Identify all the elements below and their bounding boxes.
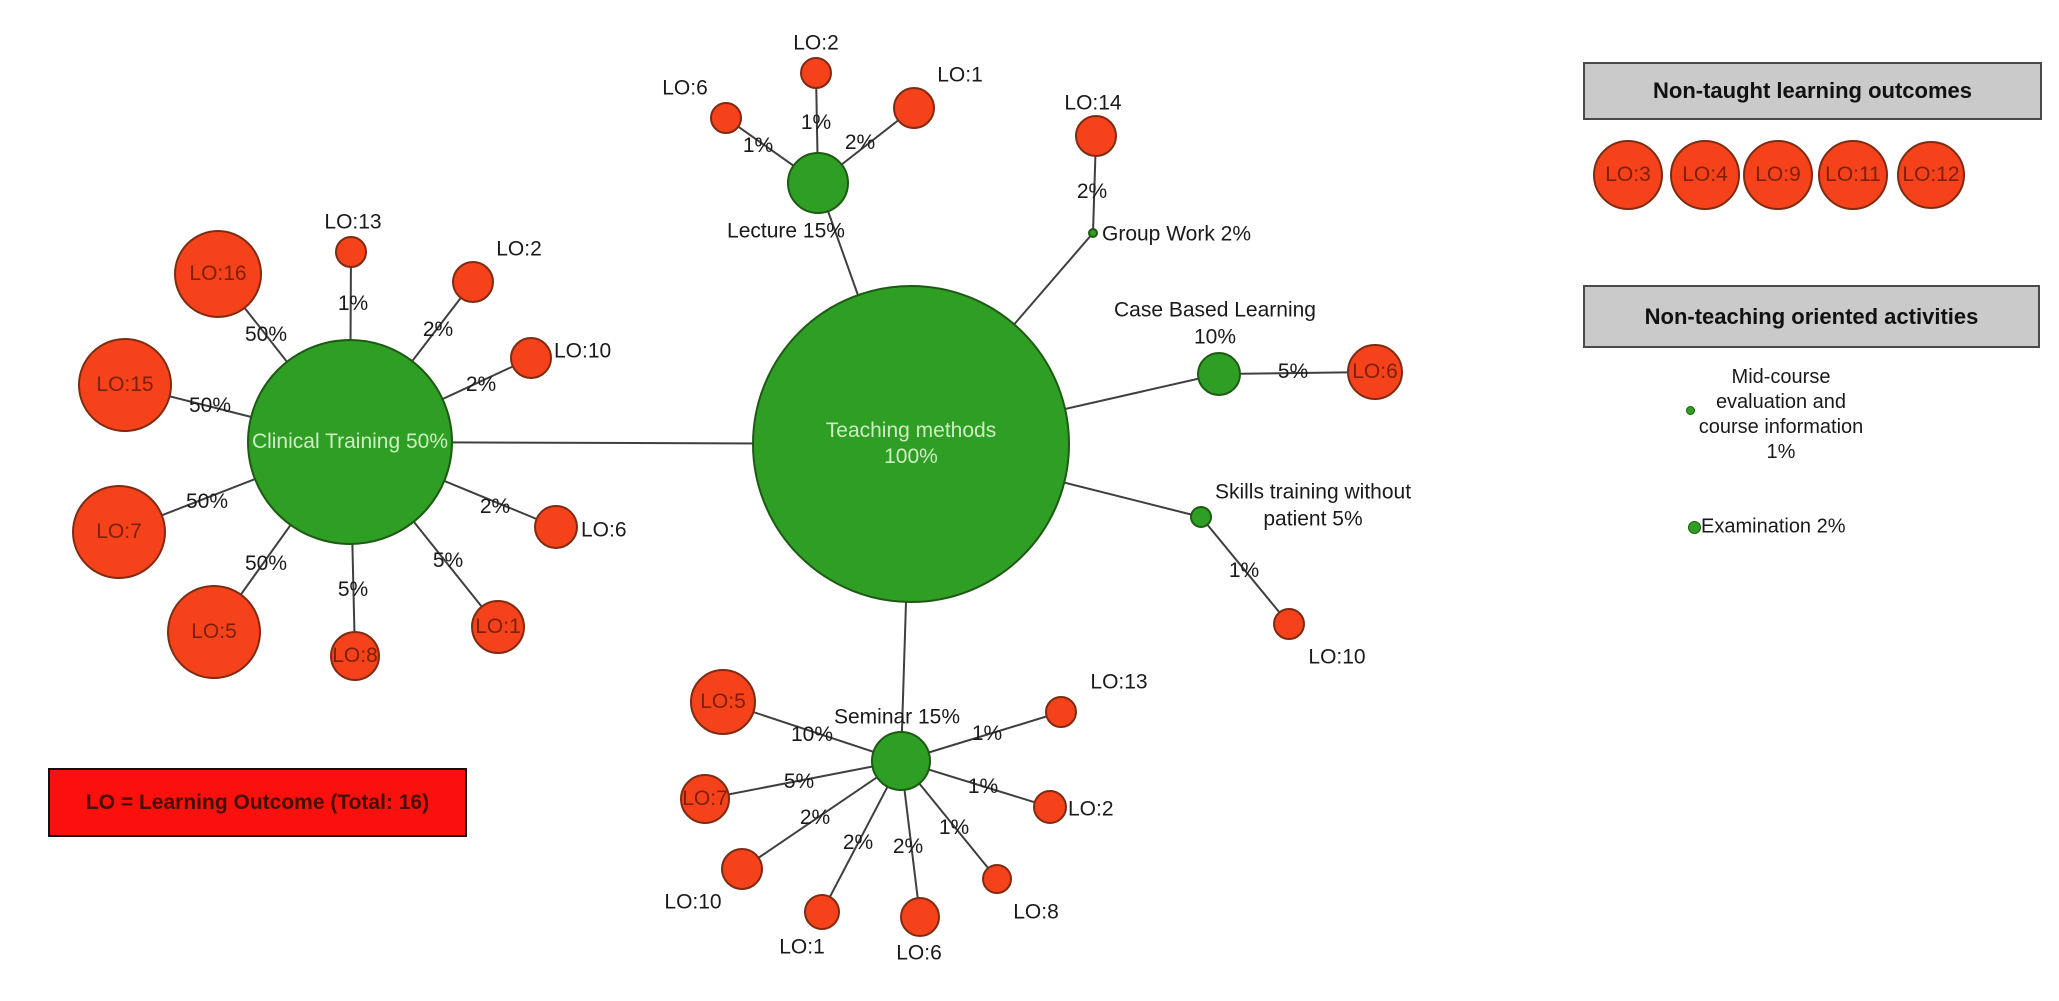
legend-box: LO = Learning Outcome (Total: 16)	[48, 768, 467, 837]
outcome-node-lo11-nt: LO:11	[1818, 140, 1888, 210]
label-seminar: Seminar 15%	[833, 705, 961, 729]
outcome-node-lo10-skl	[1273, 608, 1305, 640]
edge-pct-clinical-lo16-ct: 50%	[244, 323, 288, 346]
edge-pct-skills-lo10-skl: 1%	[1228, 559, 1260, 582]
label-lo13-ct: LO:13	[324, 210, 382, 234]
label-lo14-gw: LO:14	[1064, 91, 1122, 115]
label-lo10-sem: LO:10	[664, 890, 722, 914]
outcome-node-lo7-ct: LO:7	[72, 485, 166, 579]
outcome-node-lo13-sem	[1045, 696, 1077, 728]
outcome-node-lo2-lec	[800, 57, 832, 89]
method-node-groupwork	[1088, 228, 1098, 238]
outcome-node-lo6-cbl: LO:6	[1347, 344, 1403, 400]
method-node-clinical: Clinical Training 50%	[247, 339, 453, 545]
edge-pct-seminar-lo10-sem: 2%	[799, 806, 831, 829]
outcome-node-lo4-nt: LO:4	[1670, 140, 1740, 210]
label-lo2-ct: LO:2	[496, 237, 542, 261]
outcome-node-lo7-sem: LO:7	[680, 774, 730, 824]
edge-pct-clinical-lo7-ct: 50%	[185, 490, 229, 513]
outcome-node-lo1-sem	[804, 894, 840, 930]
outcome-node-lo8-ct: LO:8	[330, 631, 380, 681]
outcome-node-lo5-sem: LO:5	[690, 669, 756, 735]
outcome-node-lo10-ct	[510, 337, 552, 379]
outcome-node-lo14-gw	[1075, 115, 1117, 157]
edge-pct-clinical-lo8-ct: 5%	[337, 578, 369, 601]
label-skills: Skills training without patient 5%	[1214, 480, 1412, 531]
outcome-node-lo9-nt: LO:9	[1743, 140, 1813, 210]
method-node-skills	[1190, 506, 1212, 528]
midcourse-line: Mid-course	[1731, 366, 1831, 388]
panel-header-non-teaching: Non-teaching oriented activities	[1583, 285, 2040, 348]
edge-pct-seminar-lo6-sem: 2%	[892, 835, 924, 858]
midcourse-dot	[1686, 406, 1695, 415]
edge-pct-lecture-lo2-lec: 1%	[800, 111, 832, 134]
edge-pct-groupwork-lo14-gw: 2%	[1076, 180, 1108, 203]
edge-line-seminar-lo7-sem	[704, 760, 902, 800]
label-lo6-ct: LO:6	[581, 518, 627, 542]
edge-line-seminar-lo10-sem	[741, 760, 902, 870]
outcome-node-lo6-lec	[710, 102, 742, 134]
edge-line-skills-lo10-skl	[1200, 516, 1290, 625]
label-lo10-skl: LO:10	[1308, 645, 1366, 669]
method-node-seminar	[871, 731, 931, 791]
outcome-node-lo12-nt: LO:12	[1897, 141, 1965, 209]
label-casebased: Case Based Learning 10%	[1114, 298, 1316, 349]
outcome-node-lo13-ct	[335, 236, 367, 268]
outcome-node-lo1-lec	[893, 87, 935, 129]
label-lo2-lec: LO:2	[793, 31, 839, 55]
edge-pct-clinical-lo2-ct: 2%	[422, 318, 454, 341]
label-lo1-lec: LO:1	[937, 63, 983, 87]
examination-dot	[1688, 521, 1701, 534]
edge-pct-seminar-lo1-sem: 2%	[842, 831, 874, 854]
label-groupwork: Group Work 2%	[1102, 222, 1251, 246]
outcome-node-lo6-ct	[534, 505, 578, 549]
edge-pct-clinical-lo1-ct: 5%	[432, 549, 464, 572]
outcome-node-lo2-ct	[452, 261, 494, 303]
outcome-node-lo6-sem	[900, 897, 940, 937]
edge-pct-seminar-lo5-sem: 10%	[790, 723, 834, 746]
label-lo8-sem: LO:8	[1013, 900, 1059, 924]
label-lo6-sem: LO:6	[896, 941, 942, 965]
midcourse-line: course information	[1698, 416, 1864, 438]
outcome-node-lo16-ct: LO:16	[174, 230, 262, 318]
outcome-node-lo2-sem	[1033, 790, 1067, 824]
edge-pct-clinical-lo6-ct: 2%	[479, 495, 511, 518]
method-node-teaching: Teaching methods 100%	[752, 285, 1070, 603]
edge-pct-clinical-lo10-ct: 2%	[465, 373, 497, 396]
edge-pct-lecture-lo6-lec: 1%	[742, 134, 774, 157]
midcourse-line: evaluation and	[1715, 391, 1847, 413]
edge-pct-casebased-lo6-cbl: 5%	[1277, 360, 1309, 383]
label-lo10-ct: LO:10	[554, 339, 612, 363]
method-node-casebased	[1197, 352, 1241, 396]
edge-pct-lecture-lo1-lec: 2%	[844, 131, 876, 154]
label-lo1-sem: LO:1	[779, 935, 825, 959]
outcome-node-lo8-sem	[982, 864, 1012, 894]
panel-header-non-taught: Non-taught learning outcomes	[1583, 62, 2042, 120]
edge-pct-seminar-lo7-sem: 5%	[783, 770, 815, 793]
examination-label: Examination 2%	[1701, 515, 1846, 538]
outcome-node-lo10-sem	[721, 848, 763, 890]
label-lo2-sem: LO:2	[1068, 797, 1114, 821]
label-lecture: Lecture 15%	[727, 219, 845, 243]
edge-pct-clinical-lo15-ct: 50%	[188, 394, 232, 417]
midcourse-evaluation-item: Mid-course evaluation and course informa…	[1661, 365, 1901, 465]
label-lo13-sem: LO:13	[1090, 670, 1148, 694]
outcome-node-lo15-ct: LO:15	[78, 338, 172, 432]
label-lo6-lec: LO:6	[662, 76, 708, 100]
method-node-lecture	[787, 152, 849, 214]
edge-pct-clinical-lo5-ct: 50%	[244, 552, 288, 575]
outcome-node-lo1-ct: LO:1	[471, 600, 525, 654]
outcome-node-lo3-nt: LO:3	[1593, 140, 1663, 210]
edge-pct-clinical-lo13-ct: 1%	[337, 292, 369, 315]
edge-pct-seminar-lo13-sem: 1%	[971, 722, 1003, 745]
edge-pct-seminar-lo8-sem: 1%	[938, 816, 970, 839]
midcourse-line: 1%	[1766, 441, 1796, 463]
outcome-node-lo5-ct: LO:5	[167, 585, 261, 679]
edge-pct-seminar-lo2-sem: 1%	[967, 775, 999, 798]
